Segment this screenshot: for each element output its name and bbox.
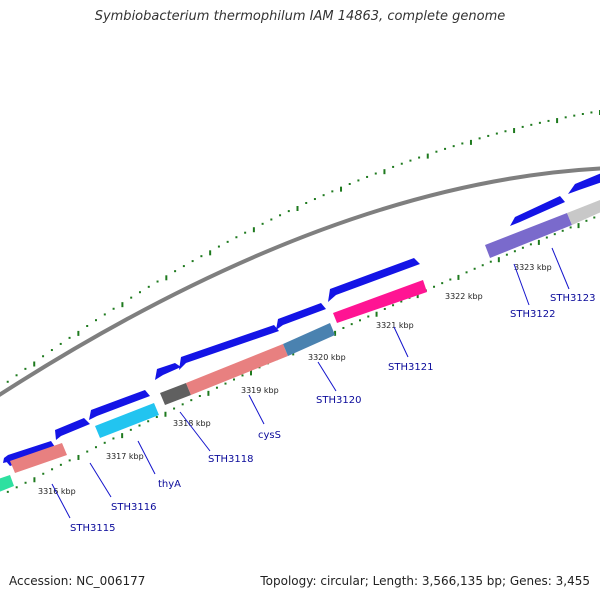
cds-arrow[interactable] xyxy=(179,325,279,370)
kbp-label: 3318 kbp xyxy=(173,419,211,428)
function-bar[interactable] xyxy=(485,213,572,258)
kbp-scale-labels: 3316 kbp 3317 kbp 3318 kbp 3319 kbp 3320… xyxy=(38,263,552,496)
gene-leader-line xyxy=(513,263,530,306)
map-title: Symbiobacterium thermophilum IAM 14863, … xyxy=(94,9,506,24)
cds-arrow[interactable] xyxy=(510,196,565,226)
cds-arrow[interactable] xyxy=(89,390,150,420)
gene-label-sth3121[interactable]: STH3121 xyxy=(388,362,433,373)
accession-text: Accession: NC_006177 xyxy=(9,574,146,588)
cds-arrow[interactable] xyxy=(276,303,326,330)
gene-label-sth3118[interactable]: STH3118 xyxy=(208,454,253,465)
function-bar[interactable] xyxy=(95,403,159,438)
gene-leader-line xyxy=(317,361,337,392)
gene-leader-line xyxy=(393,326,409,358)
tick-marks xyxy=(6,110,600,493)
gene-leader-line xyxy=(248,394,265,425)
outer-tick-row xyxy=(6,110,600,383)
kbp-label: 3316 kbp xyxy=(38,487,76,496)
cds-arrow[interactable] xyxy=(155,363,181,380)
function-bar[interactable] xyxy=(10,443,67,473)
gene-leader-line xyxy=(89,462,112,498)
gene-label-cyss[interactable]: cysS xyxy=(258,430,281,441)
function-bar[interactable] xyxy=(160,383,191,405)
gene-label-sth3116[interactable]: STH3116 xyxy=(111,502,156,513)
kbp-label: 3322 kbp xyxy=(445,292,483,301)
cds-arrow[interactable] xyxy=(55,418,90,440)
genome-backbone xyxy=(0,166,600,397)
function-bars xyxy=(0,196,600,492)
gene-leader-line xyxy=(179,411,211,452)
gene-leader-line xyxy=(551,247,570,290)
gene-label-sth3122[interactable]: STH3122 xyxy=(510,309,555,320)
function-bar[interactable] xyxy=(0,475,14,492)
gene-leader-line xyxy=(51,483,71,519)
gene-label-sth3115[interactable]: STH3115 xyxy=(70,523,115,534)
gene-label-sth3120[interactable]: STH3120 xyxy=(316,395,361,406)
cds-arrows xyxy=(3,172,600,466)
kbp-label: 3323 kbp xyxy=(514,263,552,272)
gene-label-sth3123[interactable]: STH3123 xyxy=(550,293,595,304)
function-bar[interactable] xyxy=(567,196,600,225)
cds-arrow[interactable] xyxy=(328,258,420,302)
function-bar[interactable] xyxy=(283,323,335,356)
inner-tick-row xyxy=(6,216,596,493)
kbp-label: 3319 kbp xyxy=(241,386,279,395)
gene-leader-line xyxy=(137,440,156,475)
function-bar[interactable] xyxy=(186,344,288,395)
cds-arrow[interactable] xyxy=(568,172,600,194)
genome-stats-text: Topology: circular; Length: 3,566,135 bp… xyxy=(260,574,590,588)
kbp-label: 3320 kbp xyxy=(308,353,346,362)
function-bar[interactable] xyxy=(333,280,427,323)
gene-label-thya[interactable]: thyA xyxy=(158,479,181,490)
kbp-label: 3321 kbp xyxy=(376,321,414,330)
kbp-label: 3317 kbp xyxy=(106,452,144,461)
gene-labels: STH3115 STH3116 thyA STH3118 cysS STH312… xyxy=(70,293,595,534)
gene-leader-lines xyxy=(51,247,570,519)
